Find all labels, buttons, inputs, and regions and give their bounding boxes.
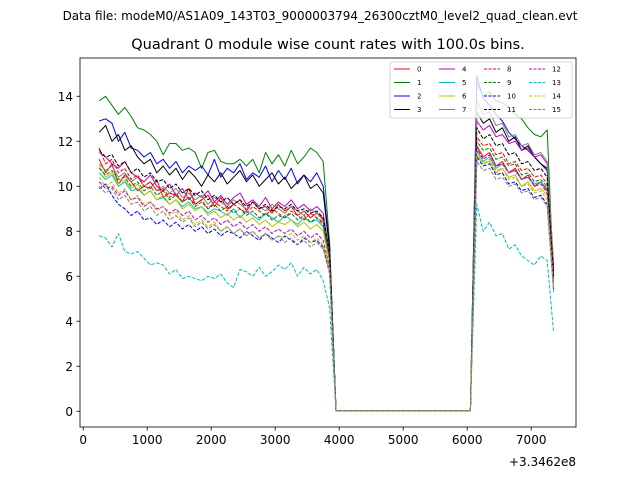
legend-label: 2 (417, 93, 421, 101)
legend-label: 12 (552, 66, 561, 74)
legend-entry-4: 4 (439, 66, 467, 74)
series-line-11 (98, 127, 555, 412)
series-line-15 (98, 161, 555, 412)
legend-label: 9 (507, 79, 511, 87)
legend-label: 5 (462, 79, 466, 87)
legend-entry-13: 13 (529, 79, 561, 87)
ticks-layer: 0 1000 2000 3000 4000 5000 6000 7000 0 2 4 6 8 10 12 14 (58, 90, 547, 447)
series-line-6 (98, 154, 555, 412)
y-tick-label: 10 (58, 180, 73, 194)
legend-entry-6: 6 (439, 93, 467, 101)
x-tick-label: 3000 (260, 433, 291, 447)
x-tick-label: 5000 (388, 433, 419, 447)
legend-entry-3: 3 (394, 106, 421, 114)
axes-frame (79, 57, 577, 428)
chart-title: Quadrant 0 module wise count rates with … (131, 37, 525, 53)
series-line-7 (98, 100, 555, 412)
legend-entry-9: 9 (484, 79, 511, 87)
y-tick-label: 2 (65, 360, 73, 374)
legend-label: 13 (552, 79, 561, 87)
legend-entry-2: 2 (394, 93, 421, 101)
series-line-13 (99, 203, 555, 412)
legend-label: 15 (552, 106, 561, 114)
series-line-4 (98, 120, 555, 412)
x-tick-label: 2000 (196, 433, 227, 447)
legend-box (389, 61, 573, 119)
legend-entry-1: 1 (394, 79, 421, 87)
x-tick-label: 6000 (452, 433, 483, 447)
x-tick-label: 0 (79, 433, 87, 447)
legend-label: 11 (507, 106, 516, 114)
legend-entry-5: 5 (439, 79, 466, 87)
series-line-8 (98, 136, 555, 412)
x-tick-label: 7000 (516, 433, 547, 447)
legend-entry-7: 7 (439, 106, 466, 114)
y-tick-label: 0 (65, 405, 73, 419)
legend-entry-11: 11 (484, 106, 516, 114)
x-tick-label: 4000 (324, 433, 355, 447)
series-line-12 (98, 147, 555, 412)
legend-label: 3 (417, 106, 421, 114)
legend-label: 6 (462, 93, 467, 101)
legend-label: 7 (462, 106, 466, 114)
legend-label: 1 (417, 79, 421, 87)
legend-entry-15: 15 (529, 106, 561, 114)
x-tick-label: 1000 (132, 433, 163, 447)
legend-entry-10: 10 (484, 93, 516, 101)
x-offset-label: +3.3462e8 (509, 455, 576, 469)
y-tick-label: 8 (65, 225, 73, 239)
series-line-14 (98, 152, 555, 412)
y-tick-label: 4 (65, 315, 73, 329)
series-line-0 (98, 145, 555, 412)
legend-entry-12: 12 (529, 66, 561, 74)
y-tick-label: 12 (58, 135, 73, 149)
series-layer (98, 75, 555, 412)
y-tick-label: 6 (65, 270, 73, 284)
series-line-9 (98, 140, 555, 412)
legend-label: 10 (507, 93, 516, 101)
series-line-10 (98, 156, 555, 412)
legend-label: 8 (507, 66, 511, 74)
series-line-3 (98, 111, 555, 412)
legend-label: 14 (552, 93, 561, 101)
chart-supertitle: Data file: modeM0/AS1A09_143T03_90000037… (63, 9, 578, 23)
legend-label: 4 (462, 66, 467, 74)
y-tick-label: 14 (58, 90, 73, 104)
legend-label: 0 (417, 66, 421, 74)
legend-entry-14: 14 (529, 93, 561, 101)
legend-entry-8: 8 (484, 66, 511, 74)
legend-entry-0: 0 (394, 66, 421, 74)
